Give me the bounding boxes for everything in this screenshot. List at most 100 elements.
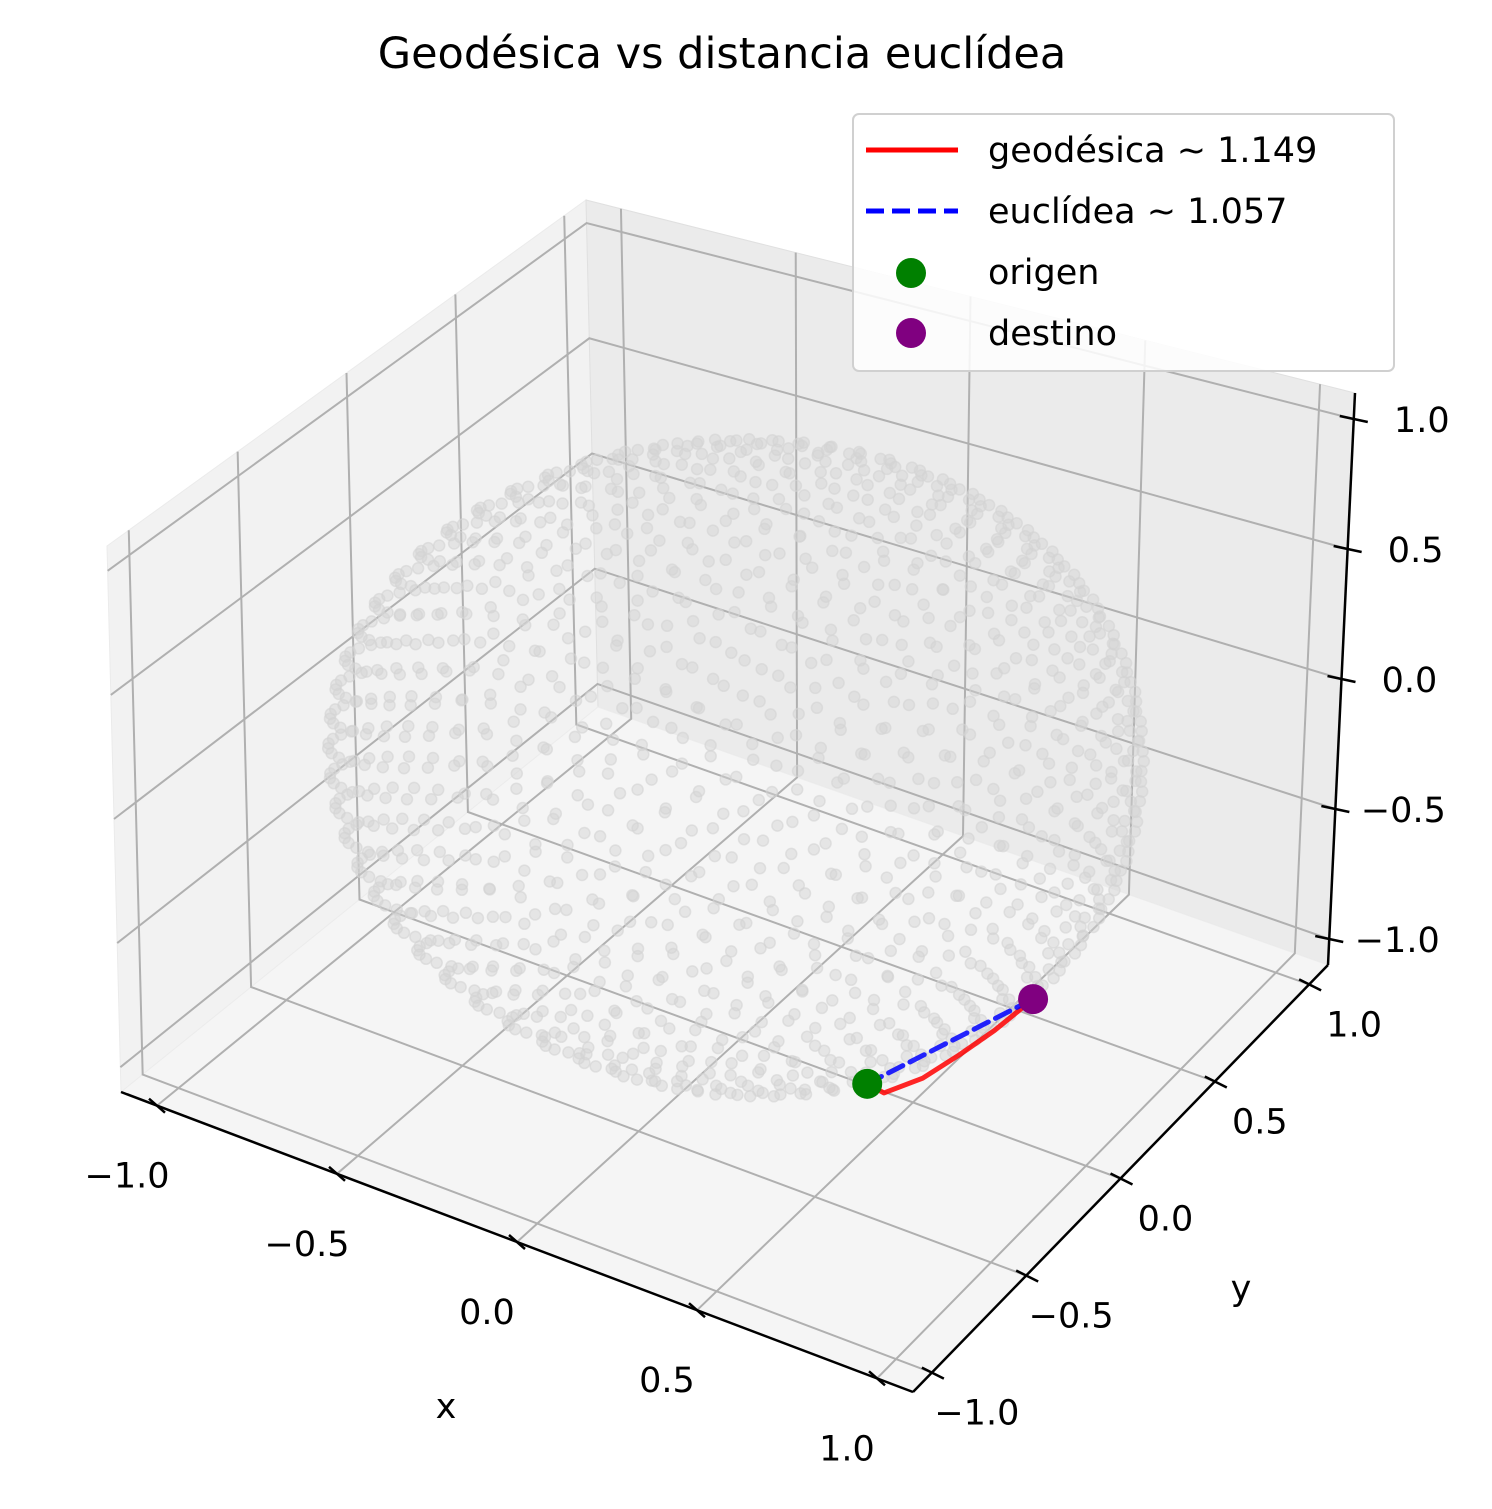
sphere-point — [855, 830, 869, 843]
sphere-point — [892, 827, 905, 841]
y-gridline — [236, 451, 1027, 1277]
x-tick — [148, 1097, 166, 1114]
sphere-point — [872, 469, 886, 483]
sphere-point — [487, 819, 501, 832]
sphere-point — [404, 906, 417, 920]
sphere-point — [460, 607, 473, 621]
sphere-point — [964, 923, 978, 937]
sphere-point — [470, 516, 484, 529]
sphere-point — [975, 820, 989, 834]
sphere-point — [1092, 902, 1106, 915]
sphere-point — [704, 739, 717, 752]
sphere-point — [740, 443, 753, 456]
sphere-point — [329, 683, 342, 696]
sphere-point — [1061, 652, 1074, 665]
sphere-point — [1042, 963, 1056, 976]
sphere-point — [831, 776, 844, 789]
sphere-point — [1044, 704, 1057, 718]
sphere-point — [879, 721, 892, 735]
sphere-point — [881, 970, 895, 984]
sphere-point — [847, 614, 860, 627]
sphere-point — [971, 507, 984, 521]
sphere-point — [1050, 905, 1063, 918]
sphere-point — [894, 531, 907, 545]
sphere-point — [839, 546, 853, 559]
sphere-point — [911, 556, 924, 570]
sphere-point — [522, 673, 535, 686]
sphere-point — [679, 595, 692, 609]
sphere-point — [685, 824, 699, 837]
sphere-point — [763, 936, 776, 949]
sphere-point — [894, 856, 907, 870]
sphere-point — [596, 661, 610, 674]
sphere-point — [684, 869, 698, 883]
sphere-point — [887, 695, 901, 709]
sphere-point — [578, 1030, 591, 1044]
sphere-point — [695, 447, 709, 461]
sphere-point — [883, 776, 896, 789]
sphere-point — [665, 563, 679, 576]
sphere-point — [748, 1025, 762, 1038]
sphere-point — [626, 496, 639, 509]
sphere-point — [820, 653, 833, 667]
sphere-point — [450, 581, 464, 595]
sphere-point — [1068, 848, 1082, 862]
sphere-point — [578, 930, 592, 944]
sphere-point — [517, 1007, 530, 1021]
sphere-point — [902, 698, 916, 712]
sphere-point — [871, 531, 884, 545]
sphere-point — [953, 569, 967, 582]
sphere-point — [569, 694, 583, 707]
sphere-point — [879, 675, 893, 689]
sphere-point — [690, 462, 704, 476]
sphere-point — [556, 479, 570, 492]
sphere-point — [682, 1054, 695, 1068]
sphere-point — [621, 969, 634, 982]
sphere-point — [755, 1015, 768, 1029]
sphere-point — [908, 1061, 922, 1075]
sphere-point — [418, 905, 431, 918]
sphere-point — [347, 754, 361, 768]
legend: geodésica ~ 1.149 euclídea ~ 1.057 orige… — [852, 113, 1395, 372]
sphere-point — [925, 678, 939, 691]
sphere-point — [1107, 628, 1120, 642]
sphere-point — [1090, 707, 1103, 720]
sphere-point — [855, 891, 869, 904]
chart-title: Geodésica vs distancia euclídea — [378, 29, 1066, 79]
sphere-point — [1047, 936, 1060, 949]
sphere-point — [959, 945, 972, 958]
sphere-point — [587, 466, 601, 480]
sphere-point — [1122, 834, 1136, 848]
sphere-point — [1118, 814, 1132, 828]
sphere-point — [631, 569, 644, 583]
sphere-point — [437, 581, 451, 594]
sphere-point — [1004, 943, 1017, 957]
sphere-point — [700, 1007, 713, 1021]
sphere-point — [429, 690, 443, 704]
sphere-point — [631, 594, 644, 607]
sphere-point — [963, 999, 977, 1013]
sphere-point — [459, 849, 472, 862]
sphere-point — [675, 657, 689, 671]
sphere-point — [573, 1047, 586, 1060]
y-tick-label: 0.5 — [1232, 1102, 1288, 1142]
sphere-point — [719, 718, 732, 731]
sphere-point — [844, 1065, 858, 1079]
sphere-point — [654, 1044, 668, 1058]
sphere-point — [834, 1017, 847, 1031]
sphere-point — [727, 507, 740, 520]
legend-origin-marker — [896, 258, 926, 288]
sphere-point — [497, 654, 510, 667]
sphere-point — [463, 664, 476, 677]
sphere-point — [936, 1027, 949, 1041]
sphere-point — [608, 1004, 621, 1017]
sphere-point — [1014, 878, 1028, 891]
sphere-point — [446, 520, 460, 534]
legend-geodesic-label: geodésica ~ 1.149 — [988, 131, 1317, 171]
sphere-point — [734, 470, 747, 483]
sphere-point — [1009, 652, 1023, 665]
sphere-point — [714, 483, 728, 497]
sphere-point — [805, 561, 819, 574]
sphere-point — [958, 803, 972, 817]
sphere-point — [1087, 920, 1100, 934]
